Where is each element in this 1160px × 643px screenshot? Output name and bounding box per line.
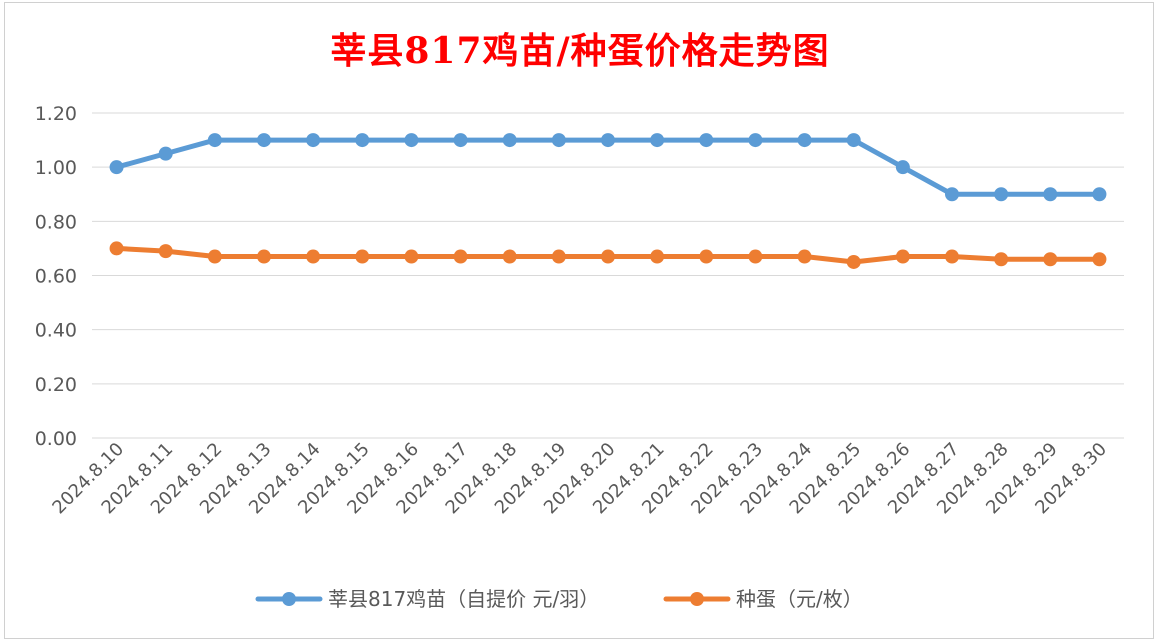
series-2-point [257, 249, 271, 264]
legend-label-2: 种蛋（元/枚） [736, 587, 863, 611]
series-2-point [1043, 252, 1058, 267]
series-2-point [797, 249, 812, 264]
y-tick-label: 0.80 [35, 211, 77, 233]
series-2-point [601, 249, 615, 264]
y-tick-label: 1.00 [35, 157, 77, 179]
y-tick-label: 0.20 [35, 374, 77, 396]
series-1-point [699, 133, 714, 148]
series-1-point [404, 133, 419, 148]
series-1-point [1043, 187, 1058, 202]
legend-label-1: 莘县817鸡苗（自提价 元/羽） [328, 587, 599, 611]
series-2-point [453, 249, 468, 264]
series-1-point [502, 133, 517, 148]
y-tick-label: 0.00 [35, 428, 77, 450]
series-1-point [797, 133, 812, 148]
series-1-point [207, 133, 222, 148]
series-1-point [551, 133, 566, 148]
series-1-point [895, 160, 910, 175]
series-1-point [109, 160, 124, 175]
series-2-point [404, 249, 419, 264]
series-1-point [945, 187, 959, 202]
y-tick-label: 0.60 [35, 266, 77, 288]
series-2-point [551, 249, 566, 264]
series-1-point [601, 133, 615, 148]
series-1-point [1092, 187, 1107, 202]
series-2-point [158, 244, 173, 259]
series-1-point [748, 133, 763, 148]
series-2-point [748, 249, 763, 264]
series-2-point [1092, 252, 1107, 267]
y-tick-label: 1.20 [35, 103, 77, 125]
series-2-point [355, 249, 370, 264]
series-2-point [207, 249, 222, 264]
series-1-point [650, 133, 665, 148]
series-1-point [355, 133, 370, 148]
chart-frame [4, 2, 1154, 639]
series-1-point [306, 133, 321, 148]
series-2-point [699, 249, 714, 264]
series-1-point [846, 133, 861, 148]
series-2-point [994, 252, 1009, 267]
series-2-point [306, 249, 321, 264]
series-2-point [502, 249, 517, 264]
series-2-point [846, 254, 861, 269]
chart-title: 莘县817鸡苗/种蛋价格走势图 [330, 30, 830, 72]
y-tick-label: 0.40 [35, 320, 77, 342]
series-1-point [453, 133, 468, 148]
legend-marker-1 [282, 592, 296, 606]
series-1-point [158, 146, 173, 161]
series-2-point [945, 249, 959, 264]
series-2-point [895, 249, 910, 264]
legend-marker-2 [690, 592, 704, 606]
series-2-point [650, 249, 665, 264]
series-1-point [257, 133, 271, 148]
series-1-point [994, 187, 1009, 202]
series-2-point [109, 241, 124, 256]
